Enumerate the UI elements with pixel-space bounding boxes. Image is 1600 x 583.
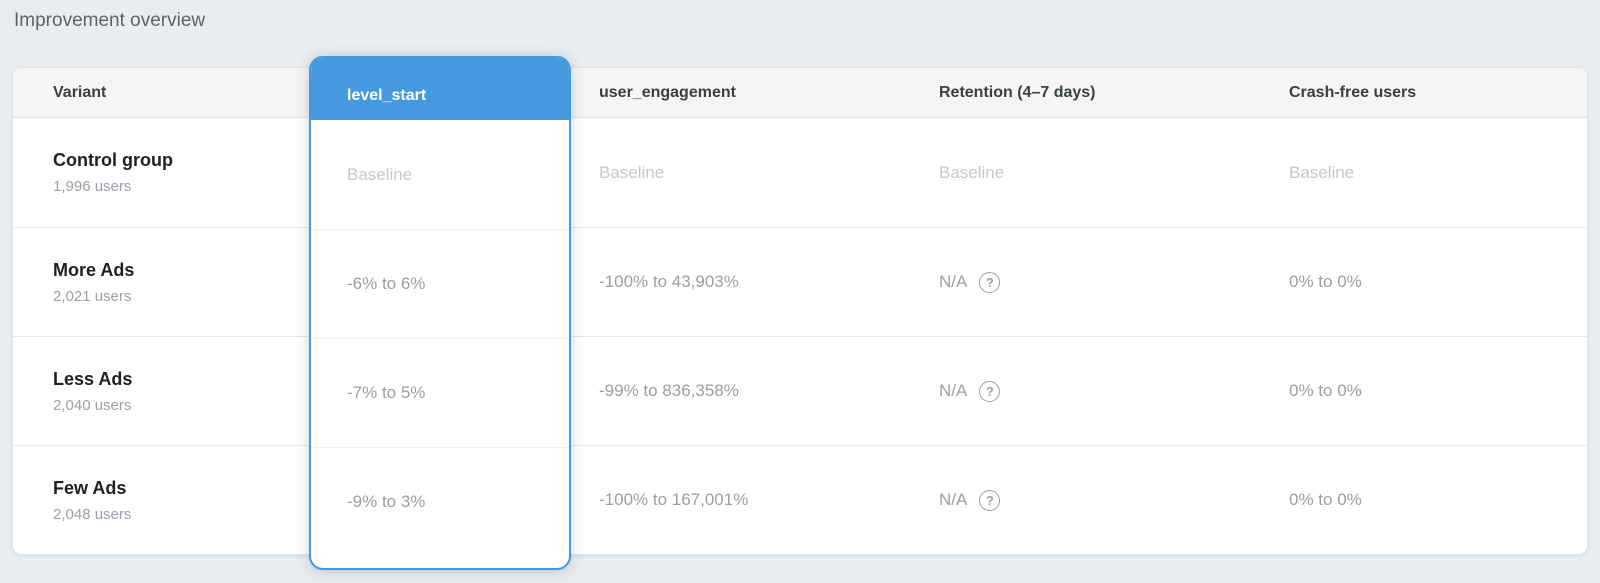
variant-cell: Control group 1,996 users — [13, 118, 309, 227]
column-header-user-engagement[interactable]: user_engagement — [599, 83, 736, 101]
retention-cell: N/A ? — [911, 228, 1261, 336]
variant-user-count: 2,048 users — [53, 505, 132, 523]
help-icon[interactable]: ? — [979, 271, 1001, 293]
variant-name: Less Ads — [53, 368, 133, 389]
variant-user-count: 1,996 users — [53, 178, 132, 195]
retention-value: N/A — [939, 381, 968, 400]
retention-value: N/A — [939, 272, 968, 291]
crash-free-cell: Baseline — [1289, 162, 1355, 182]
user-engagement-cell: -99% to 836,358% — [599, 381, 739, 400]
level-start-cell: -9% to 3% — [311, 447, 569, 556]
retention-cell: N/A ? — [911, 446, 1261, 554]
retention-cell: N/A ? — [911, 337, 1261, 445]
table-row-less-ads: Less Ads 2,040 users -99% to 836,358% N/… — [13, 336, 1587, 445]
retention-cell: Baseline — [939, 162, 1005, 182]
crash-free-cell: 0% to 0% — [1289, 381, 1362, 400]
variant-cell: Few Ads 2,048 users — [13, 446, 309, 554]
user-engagement-cell: -100% to 43,903% — [599, 272, 739, 291]
user-engagement-cell: -100% to 167,001% — [599, 490, 749, 509]
crash-free-cell: 0% to 0% — [1289, 272, 1362, 291]
level-start-cell: -6% to 6% — [311, 229, 569, 338]
user-engagement-cell: Baseline — [599, 162, 665, 182]
level-start-cell: Baseline — [347, 164, 413, 184]
variant-user-count: 2,021 users — [53, 287, 132, 305]
variant-name: Control group — [53, 150, 173, 170]
improvement-table: Variant user_engagement Retention (4–7 d… — [12, 56, 1588, 570]
table-row-more-ads: More Ads 2,021 users -100% to 43,903% N/… — [13, 227, 1587, 336]
column-header-crash-free[interactable]: Crash-free users — [1289, 83, 1417, 101]
column-header-level-start[interactable]: level_start — [311, 58, 569, 120]
variant-cell: Less Ads 2,040 users — [13, 337, 309, 445]
help-icon[interactable]: ? — [979, 489, 1001, 511]
variant-name: More Ads — [53, 259, 135, 280]
column-header-variant: Variant — [53, 83, 107, 101]
table-row-few-ads: Few Ads 2,048 users -100% to 167,001% N/… — [13, 445, 1587, 554]
variant-cell: More Ads 2,021 users — [13, 228, 309, 336]
variant-name: Few Ads — [53, 477, 127, 498]
table-header-row: Variant user_engagement Retention (4–7 d… — [13, 68, 1587, 118]
table-row-control-group: Control group 1,996 users Baseline Basel… — [13, 118, 1587, 227]
level-start-cell: -7% to 5% — [311, 338, 569, 447]
help-icon[interactable]: ? — [979, 380, 1001, 402]
column-header-retention[interactable]: Retention (4–7 days) — [939, 83, 1096, 101]
variant-user-count: 2,040 users — [53, 396, 132, 414]
crash-free-cell: 0% to 0% — [1289, 490, 1362, 509]
retention-value: N/A — [939, 490, 968, 509]
page-title: Improvement overview — [14, 10, 206, 31]
selected-metric-column-level-start: level_start Baseline -6% to 6% -7% to 5%… — [309, 56, 571, 570]
